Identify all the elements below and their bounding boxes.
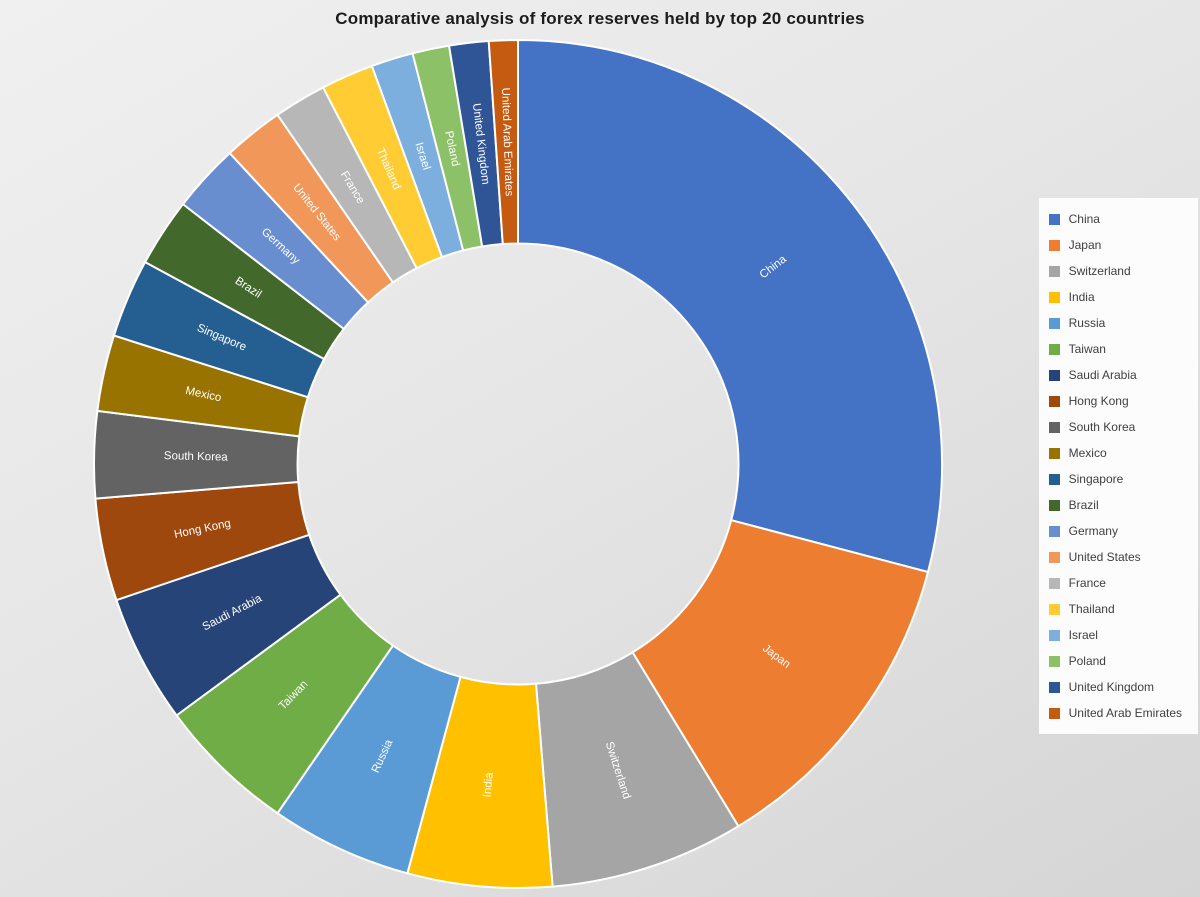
legend-label-russia: Russia [1068,316,1106,330]
legend-label-united-arab-emirates: United Arab Emirates [1068,706,1182,720]
slice-label-south-korea: South Korea [164,450,229,463]
legend-swatch-germany [1048,525,1060,537]
legend-label-singapore: Singapore [1068,472,1124,486]
legend-label-japan: Japan [1068,238,1102,252]
legend-label-poland: Poland [1068,654,1106,668]
slice-japan [631,518,930,828]
legend-swatch-taiwan [1048,343,1060,355]
legend-item-russia: Russia [1048,310,1182,336]
legend-label-taiwan: Taiwan [1068,342,1106,356]
legend: China Japan Switzerland India Russia Taiwan Sa… [1038,198,1198,734]
legend-item-brazil: Brazil [1048,492,1182,518]
chart-title: Comparative analysis of forex reserves h… [335,9,865,28]
legend-item-hong-kong: Hong Kong [1048,388,1182,414]
legend-label-mexico: Mexico [1068,446,1107,460]
slice-label-india: India [482,771,496,798]
legend-swatch-thailand [1048,603,1060,615]
legend-item-south-korea: South Korea [1048,414,1182,440]
legend-swatch-united-states [1048,551,1060,563]
legend-label-brazil: Brazil [1068,498,1099,512]
legend-swatch-france [1048,577,1060,589]
legend-label-china: China [1068,212,1100,226]
legend-label-south-korea: South Korea [1068,420,1136,434]
legend-item-india: India [1048,284,1182,310]
legend-swatch-singapore [1048,473,1060,485]
legend-label-united-kingdom: United Kingdom [1068,680,1154,694]
legend-label-germany: Germany [1068,524,1118,538]
slice-label-united-arab-emirates: United Arab Emirates [499,87,515,196]
legend-swatch-poland [1048,655,1060,667]
legend-item-united-states: United States [1048,544,1182,570]
legend-label-switzerland: Switzerland [1068,264,1131,278]
legend-item-mexico: Mexico [1048,440,1182,466]
legend-item-israel: Israel [1048,622,1182,648]
legend-swatch-russia [1048,317,1060,329]
slice-china [517,38,943,574]
legend-item-japan: Japan [1048,232,1182,258]
legend-swatch-china [1048,213,1060,225]
legend-item-united-kingdom: United Kingdom [1048,674,1182,700]
legend-swatch-united-arab-emirates [1048,707,1060,719]
legend-swatch-india [1048,291,1060,303]
slice-united-arab-emirates [487,38,519,246]
legend-item-united-arab-emirates: United Arab Emirates [1048,700,1182,726]
legend-swatch-mexico [1048,447,1060,459]
legend-item-china: China [1048,206,1182,232]
legend-swatch-switzerland [1048,265,1060,277]
legend-item-poland: Poland [1048,648,1182,674]
legend-swatch-israel [1048,629,1060,641]
legend-swatch-brazil [1048,499,1060,511]
legend-label-hong-kong: Hong Kong [1068,394,1129,408]
legend-label-france: France [1068,576,1106,590]
legend-label-israel: Israel [1068,628,1098,642]
legend-swatch-japan [1048,239,1060,251]
legend-item-thailand: Thailand [1048,596,1182,622]
legend-label-india: India [1068,290,1095,304]
legend-swatch-united-kingdom [1048,681,1060,693]
legend-item-france: France [1048,570,1182,596]
legend-item-taiwan: Taiwan [1048,336,1182,362]
legend-item-switzerland: Switzerland [1048,258,1182,284]
legend-item-germany: Germany [1048,518,1182,544]
legend-swatch-hong-kong [1048,395,1060,407]
legend-swatch-saudi-arabia [1048,369,1060,381]
legend-swatch-south-korea [1048,421,1060,433]
legend-label-saudi-arabia: Saudi Arabia [1068,368,1137,382]
legend-item-singapore: Singapore [1048,466,1182,492]
legend-label-united-states: United States [1068,550,1141,564]
legend-label-thailand: Thailand [1068,602,1115,616]
legend-item-saudi-arabia: Saudi Arabia [1048,362,1182,388]
